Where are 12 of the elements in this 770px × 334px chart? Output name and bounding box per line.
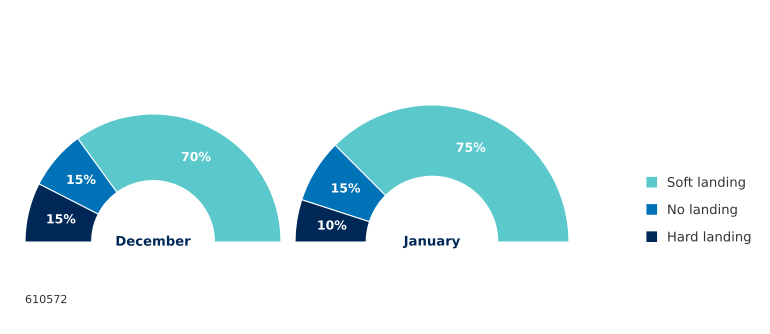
data-label: 10%	[318, 220, 346, 230]
data-label: 15%	[47, 214, 76, 224]
legend-label: Hard landing	[668, 231, 750, 244]
legend-label: No landing	[668, 204, 737, 217]
data-label: 70%	[182, 152, 211, 162]
legend-label: Soft landing	[668, 176, 745, 190]
text: December	[116, 236, 191, 246]
text: 610572	[26, 294, 66, 304]
data-label: 15%	[67, 174, 96, 184]
data-label: 15%	[332, 183, 360, 193]
data-label: 75%	[456, 142, 486, 152]
text: January	[402, 236, 460, 248]
